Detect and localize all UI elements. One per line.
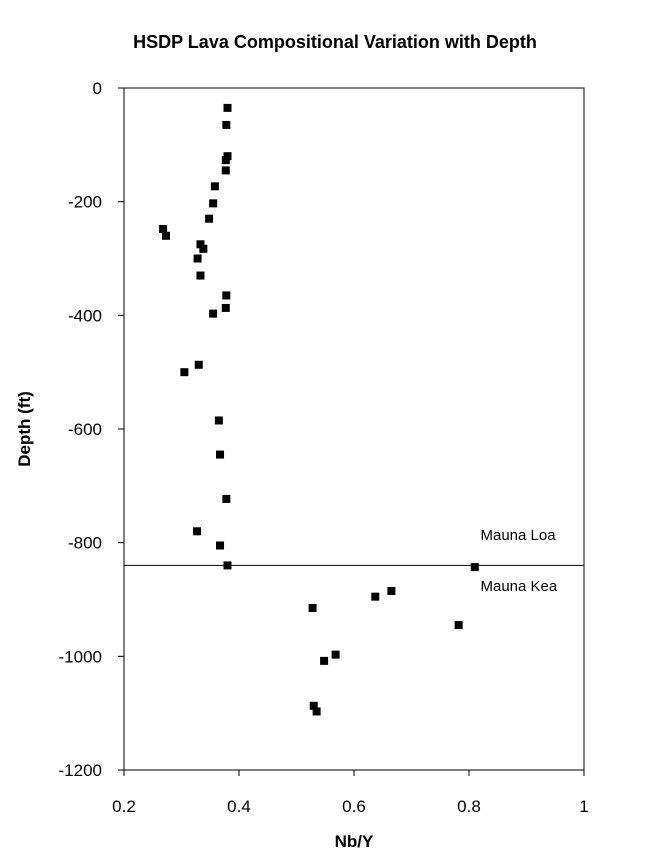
data-point [221,166,230,175]
chart-title: HSDP Lava Compositional Variation with D… [133,32,537,52]
data-point [159,224,168,233]
data-point [216,541,225,550]
x-axis: 0.2 0.4 0.6 0.8 1 [112,770,589,816]
data-point [320,656,329,665]
annotations: Mauna Loa Mauna Kea [481,527,558,595]
x-tick-label: 0.4 [227,797,251,816]
plot-area [123,87,585,771]
x-tick-label: 0.8 [457,797,481,816]
data-point [209,199,218,208]
x-tick-label: 0.2 [112,797,136,816]
data-point [222,120,231,129]
region-label: Mauna Kea [481,578,558,595]
data-point [371,592,380,601]
data-point [205,214,214,223]
data-point [309,701,318,710]
y-tick-label: -200 [68,193,102,212]
data-point [223,561,232,570]
data-point [331,650,340,659]
y-tick-label: -1200 [59,761,102,780]
data-point [470,563,479,572]
data-point [193,254,202,263]
x-axis-label: Nb/Y [335,832,374,851]
data-point [308,604,317,613]
data-point [161,231,170,240]
data-point [194,360,203,369]
data-point [209,309,218,318]
data-point [222,494,231,503]
x-tick-label: 1 [579,797,588,816]
data-point [196,240,205,249]
data-point [180,368,189,377]
y-tick-label: -800 [68,534,102,553]
y-axis-label: Depth (ft) [15,391,34,467]
data-point [210,182,219,191]
data-point [312,707,321,716]
region-label: Mauna Loa [481,527,557,544]
data-point [199,244,208,253]
y-axis: 0 -200 -400 -600 -800 -1000 -1200 [59,79,124,780]
y-tick-label: -1000 [59,647,102,666]
data-points [159,103,479,716]
y-tick-label: 0 [93,79,102,98]
data-point [221,156,230,165]
data-point [193,527,202,536]
data-point [387,586,396,595]
data-point [223,103,232,112]
data-point [196,271,205,280]
x-tick-label: 0.6 [342,797,366,816]
data-point [221,303,230,312]
y-tick-label: -600 [68,420,102,439]
y-tick-label: -400 [68,306,102,325]
data-point [216,450,225,459]
data-point [454,621,463,630]
data-point [222,291,231,300]
data-point [214,416,223,425]
